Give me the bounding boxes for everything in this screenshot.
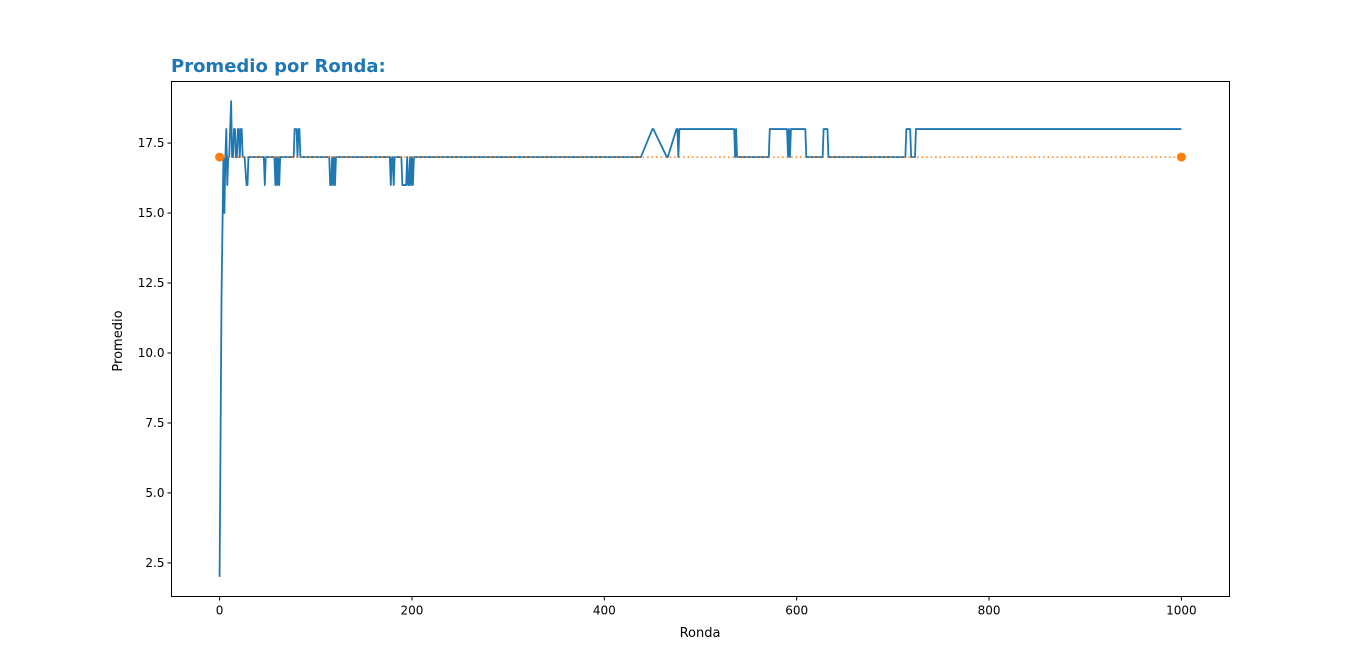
- series-marker-1-0: [215, 152, 225, 162]
- x-tick-label: 200: [401, 604, 424, 618]
- y-tick-label: 5.0: [145, 486, 164, 500]
- y-tick-label: 2.5: [145, 556, 164, 570]
- chart-title: Promedio por Ronda:: [171, 56, 386, 77]
- x-tick-label: 0: [216, 604, 224, 618]
- y-tick-label: 12.5: [138, 276, 165, 290]
- y-tick-label: 7.5: [145, 416, 164, 430]
- y-axis: 2.5 5.0 7.5 10.0 12.5 15.0 17.5: [138, 136, 172, 570]
- plot-frame: [171, 81, 1230, 597]
- x-tick-label: 800: [978, 604, 1001, 618]
- x-tick-label: 1000: [1166, 604, 1197, 618]
- y-tick-label: 17.5: [138, 136, 165, 150]
- x-axis: 0 200 400 600 800 1000: [216, 596, 1197, 618]
- series-line-0: [218, 100, 1182, 577]
- x-tick-label: 600: [785, 604, 808, 618]
- y-tick-label: 10.0: [138, 346, 165, 360]
- y-axis-label: Promedio: [111, 310, 126, 371]
- x-tick-label: 400: [593, 604, 616, 618]
- y-tick-label: 15.0: [138, 206, 165, 220]
- plot-area: [215, 100, 1186, 577]
- series-marker-1-1: [1176, 152, 1186, 162]
- x-axis-label: Ronda: [680, 626, 721, 641]
